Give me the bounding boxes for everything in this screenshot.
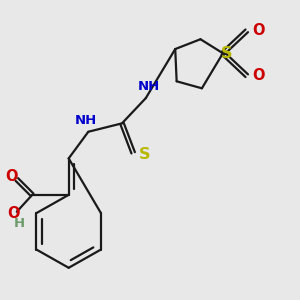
Text: H: H: [14, 217, 25, 230]
Text: S: S: [139, 147, 150, 162]
Text: S: S: [221, 46, 233, 61]
Text: O: O: [252, 68, 265, 83]
Text: NH: NH: [137, 80, 160, 93]
Text: O: O: [5, 169, 18, 184]
Text: O: O: [252, 23, 265, 38]
Text: NH: NH: [74, 114, 97, 127]
Text: O: O: [7, 206, 20, 221]
